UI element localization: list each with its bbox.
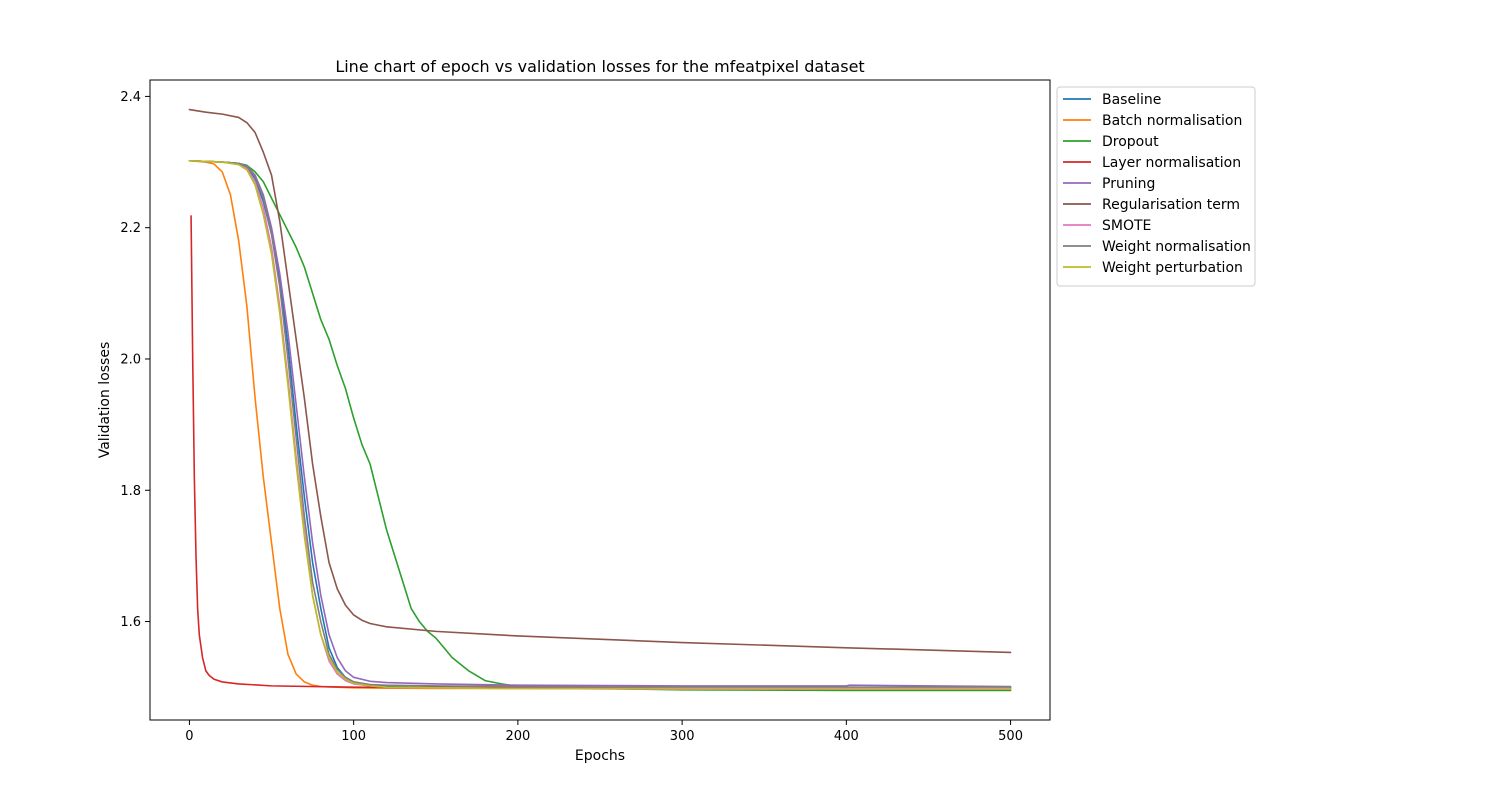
y-tick-label: 2.4: [120, 90, 141, 105]
x-tick-label: 300: [670, 729, 695, 744]
x-axis: 0 100 200 300 400 500: [185, 720, 1023, 744]
legend-label: SMOTE: [1102, 218, 1151, 234]
x-tick-label: 0: [185, 729, 193, 744]
legend-label: Dropout: [1102, 134, 1159, 150]
legend-box: [1056, 86, 1256, 287]
legend-label: Regularisation term: [1102, 197, 1240, 213]
y-axis: 1.6 1.8 2.0 2.2 2.4: [120, 90, 150, 630]
x-tick-label: 200: [505, 729, 530, 744]
plot-area: [188, 108, 1012, 692]
x-tick-label: 100: [341, 729, 366, 744]
y-tick-label: 2.2: [120, 221, 141, 236]
legend-label: Baseline: [1102, 92, 1161, 108]
legend-label: Layer normalisation: [1102, 155, 1241, 171]
legend: Baseline Batch normalisation Dropout Layer …: [1056, 86, 1256, 287]
x-tick-label: 500: [998, 729, 1023, 744]
legend-label: Weight normalisation: [1102, 239, 1251, 255]
series-line-dropout: [188, 159, 1012, 692]
series-line-weight-perturbation: [188, 159, 1012, 690]
y-axis-label: Validation losses: [97, 342, 113, 459]
axes-frame: [149, 79, 1051, 721]
y-tick-label: 2.0: [120, 352, 141, 367]
series-line-regularisation-term: [188, 108, 1012, 654]
series-lines: [188, 108, 1012, 692]
y-tick-label: 1.8: [120, 484, 141, 499]
series-line-pruning: [188, 159, 1012, 688]
series-line-weight-normalisation: [188, 159, 1012, 688]
chart-title: Line chart of epoch vs validation losses…: [335, 57, 864, 76]
legend-label: Weight perturbation: [1102, 260, 1243, 276]
x-tick-label: 400: [834, 729, 859, 744]
y-tick-label: 1.6: [120, 615, 141, 630]
legend-label: Pruning: [1102, 176, 1155, 192]
x-axis-label: Epochs: [575, 748, 625, 764]
legend-label: Batch normalisation: [1102, 113, 1242, 129]
